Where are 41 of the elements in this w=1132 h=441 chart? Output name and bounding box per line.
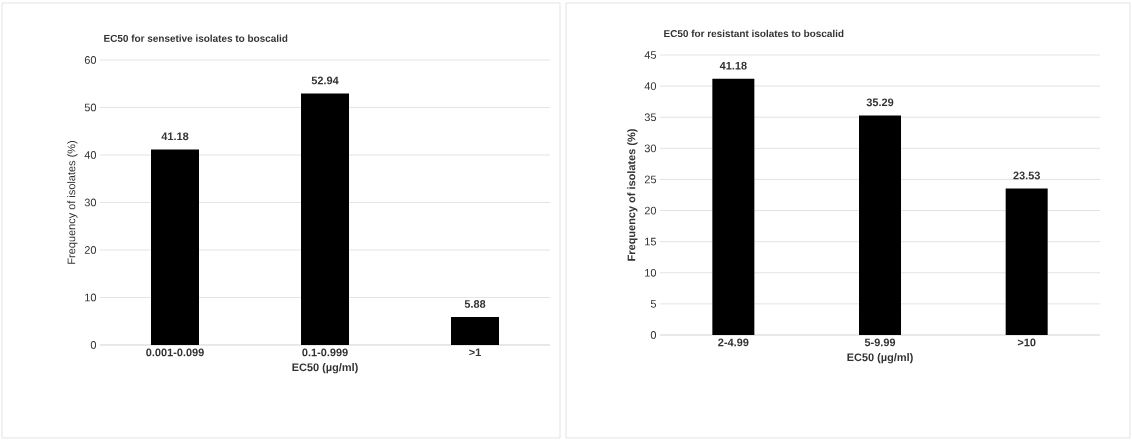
x-tick-label: >1 bbox=[469, 348, 481, 357]
data-label: 5.88 bbox=[464, 300, 486, 308]
bar bbox=[1005, 188, 1048, 335]
y-tick-label: 30 bbox=[644, 144, 657, 153]
y-tick-label: 50 bbox=[84, 103, 97, 112]
data-label: 41.18 bbox=[719, 61, 747, 70]
y-tick-label: 45 bbox=[644, 51, 657, 59]
x-tick-label: 5-9.99 bbox=[864, 338, 896, 347]
bar bbox=[301, 93, 350, 345]
bar bbox=[151, 149, 200, 345]
data-label: 52.94 bbox=[311, 76, 339, 85]
chart-title: EC50 for sensetive isolates to boscalid bbox=[104, 34, 288, 42]
y-tick-label: 35 bbox=[644, 113, 657, 122]
y-tick-label: 10 bbox=[645, 268, 657, 277]
data-label: 35.29 bbox=[866, 98, 894, 107]
y-tick-label: 25 bbox=[644, 175, 657, 184]
bar bbox=[451, 317, 500, 345]
x-tick-label: 2-4.99 bbox=[718, 338, 749, 347]
y-tick-label: 0 bbox=[90, 341, 97, 349]
y-tick-label: 20 bbox=[84, 246, 97, 254]
x-tick-label: >10 bbox=[1017, 338, 1036, 347]
data-label: 23.53 bbox=[1013, 171, 1040, 180]
y-tick-label: 0 bbox=[650, 331, 657, 339]
bar bbox=[859, 115, 902, 335]
y-tick-label: 60 bbox=[84, 56, 97, 64]
x-tick-label: 0.1-0.999 bbox=[302, 348, 348, 357]
x-tick-label: 0.001-0.099 bbox=[146, 348, 204, 357]
y-tick-label: 40 bbox=[644, 82, 657, 90]
y-tick-label: 10 bbox=[85, 293, 97, 302]
bar bbox=[712, 78, 755, 335]
data-label: 41.18 bbox=[161, 132, 189, 141]
y-tick-label: 20 bbox=[644, 206, 657, 215]
chart-title: EC50 for resistant isolates to boscalid bbox=[664, 29, 844, 38]
x-axis-title: EC50 (µg/ml) bbox=[292, 363, 358, 374]
y-tick-label: 40 bbox=[84, 151, 97, 159]
x-axis-title: EC50 (µg/ml) bbox=[847, 353, 913, 364]
y-tick-label: 15 bbox=[645, 237, 657, 246]
y-axis-title: Frequency of isolates (%) bbox=[67, 141, 78, 264]
y-tick-label: 30 bbox=[84, 198, 97, 207]
y-tick-label: 5 bbox=[650, 300, 657, 308]
y-axis-title: Frequency of isolates (%) bbox=[627, 129, 638, 261]
